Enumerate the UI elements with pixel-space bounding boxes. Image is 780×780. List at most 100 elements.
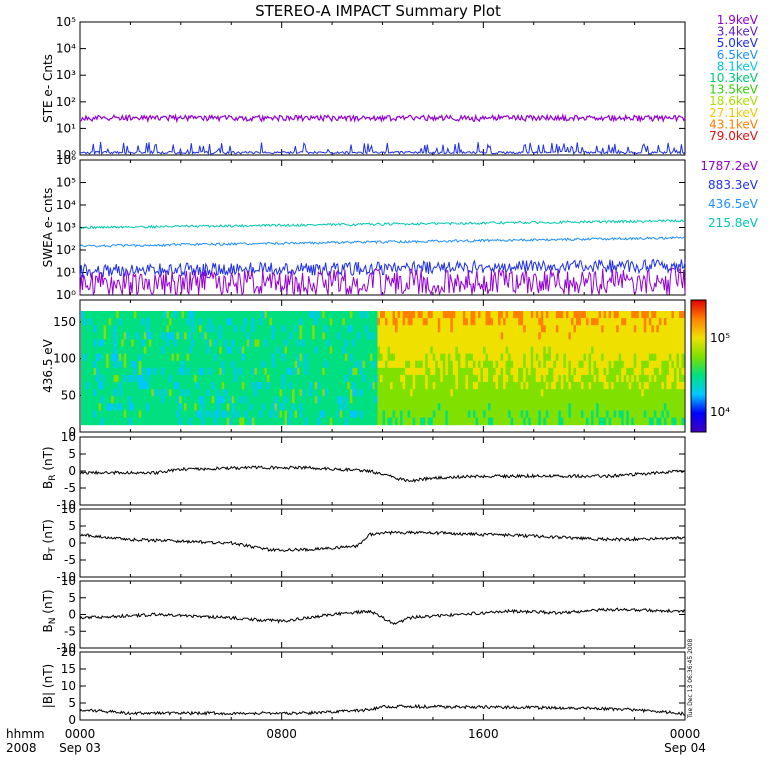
heatmap-cell: [485, 410, 489, 419]
heatmap-cell: [427, 396, 431, 404]
heatmap-cell: [570, 360, 575, 369]
heatmap-cell: [465, 353, 469, 362]
heatmap-cell: [568, 396, 572, 404]
heatmap-cell: [523, 417, 527, 426]
heatmap-cell: [294, 417, 298, 426]
heatmap-cell: [472, 374, 477, 383]
heatmap-cell: [385, 318, 389, 326]
heatmap-cell: [289, 403, 293, 411]
heatmap-cell: [618, 410, 622, 419]
heatmap-cell: [593, 374, 597, 383]
heatmap-cell: [231, 367, 235, 376]
heatmap-cell: [372, 353, 376, 362]
heatmap-cell: [312, 339, 316, 348]
heatmap-cell: [292, 360, 296, 369]
heatmap-cell: [493, 374, 497, 383]
heatmap-cell: [184, 367, 188, 376]
heatmap-cell: [261, 339, 266, 348]
heatmap-cell: [523, 311, 527, 319]
heatmap-cell: [553, 410, 557, 419]
heatmap-cell: [241, 339, 245, 348]
heatmap-cell: [289, 374, 293, 383]
heatmap-cell: [430, 318, 434, 326]
heatmap-cell: [450, 367, 454, 376]
heatmap-cell: [430, 403, 434, 411]
heatmap-cell: [636, 311, 640, 319]
heatmap-cell: [337, 325, 341, 333]
heatmap-cell: [81, 332, 85, 340]
heatmap-cell: [430, 339, 434, 348]
heatmap-cell: [297, 346, 301, 355]
heatmap-cell: [591, 410, 595, 419]
heatmap-cell: [641, 389, 645, 397]
heatmap-cell: [573, 382, 577, 390]
heatmap-cell: [528, 360, 532, 369]
heatmap-cell: [171, 389, 175, 397]
heatmap-cell: [206, 403, 210, 411]
heatmap-cell: [548, 417, 552, 426]
heatmap-cell: [168, 325, 173, 333]
heatmap-cell: [126, 353, 130, 362]
heatmap-cell: [467, 332, 472, 340]
heatmap-cell: [628, 318, 632, 326]
heatmap-cell: [249, 403, 253, 411]
heatmap-cell: [591, 332, 595, 340]
heatmap-cell: [319, 417, 323, 426]
heatmap-cell: [538, 403, 542, 411]
heatmap-cell: [229, 318, 233, 326]
heatmap-cell: [483, 403, 487, 411]
heatmap-cell: [392, 346, 396, 355]
heatmap-cell: [548, 325, 552, 333]
heatmap-cell: [176, 353, 180, 362]
heatmap-cell: [153, 360, 157, 369]
heatmap-cell: [254, 360, 258, 369]
heatmap-cell: [465, 403, 469, 411]
heatmap-cell: [656, 311, 660, 319]
heatmap-cell: [342, 410, 346, 419]
heatmap-cell: [417, 403, 421, 411]
heatmap-cell: [307, 339, 311, 348]
heatmap-cell: [239, 360, 243, 369]
heatmap-cell: [545, 374, 549, 383]
heatmap-cell: [133, 374, 137, 383]
heatmap-cell: [284, 360, 288, 369]
heatmap-cell: [329, 389, 333, 397]
heatmap-cell: [382, 367, 386, 376]
heatmap-cell: [156, 346, 160, 355]
heatmap-cell: [108, 339, 112, 348]
heatmap-cell: [256, 325, 260, 333]
heatmap-cell: [297, 417, 301, 426]
heatmap-cell: [462, 403, 467, 411]
heatmap-cell: [535, 403, 539, 411]
heatmap-cell: [606, 374, 610, 383]
heatmap-cell: [276, 367, 281, 376]
heatmap-cell: [495, 417, 499, 426]
heatmap-cell: [234, 325, 238, 333]
heatmap-cell: [241, 367, 245, 376]
heatmap-cell: [395, 325, 399, 333]
heatmap-cell: [226, 311, 230, 319]
heatmap-cell: [98, 367, 102, 376]
heatmap-cell: [548, 339, 552, 348]
heatmap-cell: [118, 389, 122, 397]
heatmap-cell: [274, 346, 278, 355]
heatmap-cell: [224, 353, 228, 362]
heatmap-cell: [254, 339, 258, 348]
heatmap-cell: [583, 410, 587, 419]
heatmap-cell: [425, 325, 429, 333]
heatmap-cell: [339, 367, 343, 376]
heatmap-cell: [163, 417, 168, 426]
heatmap-cell: [508, 374, 512, 383]
heatmap-cell: [606, 382, 610, 390]
heatmap-cell: [405, 332, 409, 340]
heatmap-cell: [261, 360, 266, 369]
heatmap-cell: [146, 367, 150, 376]
heatmap-cell: [86, 311, 90, 319]
heatmap-cell: [601, 417, 605, 426]
heatmap-cell: [432, 360, 436, 369]
heatmap-cell: [88, 360, 92, 369]
heatmap-cell: [269, 360, 273, 369]
heatmap-cell: [234, 353, 238, 362]
heatmap-cell: [327, 318, 331, 326]
heatmap-cell: [477, 325, 482, 333]
